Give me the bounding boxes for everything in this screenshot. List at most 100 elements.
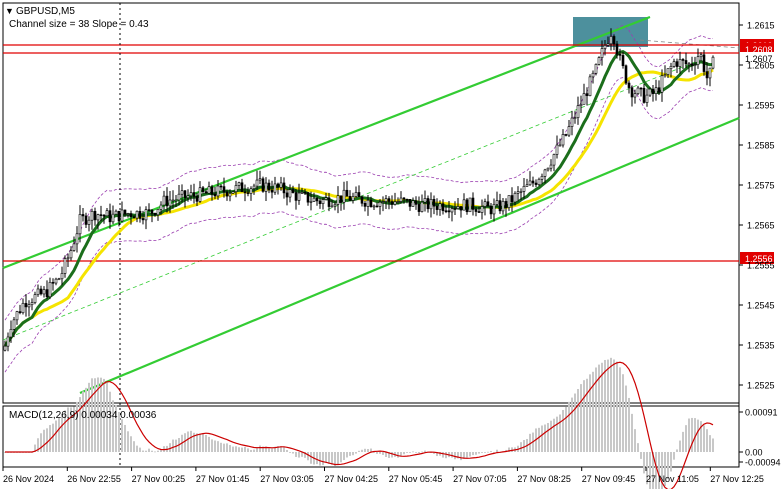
- macd-histogram-bar: [97, 377, 99, 452]
- candle-body: [60, 273, 64, 280]
- macd-histogram-bar: [604, 359, 606, 452]
- macd-histogram-bar: [307, 452, 309, 461]
- candle-body: [378, 201, 382, 207]
- symbol-title: GBPUSD,M5: [16, 6, 75, 17]
- macd-histogram-bar: [442, 452, 444, 458]
- macd-histogram-bar: [613, 359, 615, 452]
- macd-histogram-bar: [58, 417, 60, 452]
- macd-histogram-bar: [592, 371, 594, 452]
- channel-lower-line: [79, 116, 740, 395]
- macd-histogram-bar: [331, 452, 333, 465]
- time-axis: 26 Nov 2024 26 Nov 22:55 27 Nov 00:25 27 No…: [2, 467, 764, 484]
- macd-histogram-bar: [202, 433, 204, 452]
- candle-body: [36, 288, 40, 295]
- candle-body: [93, 210, 97, 221]
- macd-histogram-bar: [64, 410, 66, 452]
- macd-histogram-bar: [319, 452, 321, 466]
- candle-body: [639, 87, 643, 90]
- candle-body: [468, 197, 472, 213]
- candle-body: [30, 302, 34, 306]
- candle-body: [549, 164, 553, 169]
- candle-body: [195, 196, 199, 202]
- macd-histogram-bar: [445, 452, 447, 459]
- macd-histogram-bar: [154, 451, 156, 453]
- macd-histogram-bar: [142, 450, 144, 452]
- macd-histogram-bar: [184, 433, 186, 452]
- macd-histogram-bar: [655, 452, 657, 494]
- candle-body: [450, 208, 454, 213]
- candle-body: [456, 206, 460, 209]
- macd-histogram-bar: [541, 425, 543, 452]
- candle-body: [126, 213, 130, 215]
- collapse-triangle-icon[interactable]: ▼: [5, 6, 14, 16]
- candle-body: [357, 192, 361, 197]
- macd-histogram-bar: [244, 446, 246, 452]
- candle-body: [270, 189, 274, 193]
- candle-body: [141, 218, 145, 221]
- candle-body: [222, 186, 226, 193]
- candle-body: [492, 204, 496, 215]
- candle-body: [534, 182, 538, 185]
- candle-body: [87, 219, 91, 225]
- candle-body: [372, 205, 376, 208]
- macd-axis: 0.00091 0.00-0.00094: [739, 408, 781, 468]
- macd-histogram-bar: [298, 452, 300, 458]
- candle-body: [657, 87, 661, 93]
- macd-histogram-bar: [424, 450, 426, 452]
- candle-body: [303, 192, 307, 194]
- macd-histogram-bar: [562, 409, 564, 452]
- macd-histogram-bar: [472, 452, 474, 456]
- candle-body: [192, 192, 196, 197]
- macd-histogram-bar: [316, 452, 318, 465]
- macd-histogram-bar: [547, 423, 549, 452]
- candles: [3, 28, 715, 352]
- macd-histogram-bar: [559, 414, 561, 452]
- macd-histogram-bar: [91, 378, 93, 452]
- macd-histogram-bar: [355, 452, 357, 454]
- price-tick-label: 1.2555: [747, 261, 775, 271]
- macd-histogram-bar: [616, 361, 618, 452]
- candle-body: [552, 154, 556, 166]
- macd-histogram-bar: [679, 440, 681, 452]
- macd-histogram-bar: [103, 378, 105, 452]
- candle-body: [123, 209, 127, 215]
- price-tick-label: 1.2585: [747, 141, 775, 151]
- macd-histogram-bar: [139, 447, 141, 452]
- candle-body: [702, 54, 706, 72]
- candle-body: [474, 209, 478, 212]
- macd-histogram-bar: [193, 432, 195, 452]
- candle-body: [138, 210, 142, 219]
- macd-histogram-bar: [160, 449, 162, 452]
- candle-body: [447, 210, 451, 213]
- candle-body: [51, 281, 55, 284]
- candle-body: [675, 61, 679, 67]
- candle-body: [672, 61, 676, 67]
- macd-histogram-bar: [148, 448, 150, 452]
- macd-histogram-bar: [241, 447, 243, 452]
- time-tick-label: 27 Nov 08:25: [517, 474, 571, 484]
- macd-histogram-bar: [637, 443, 639, 452]
- macd-histogram-bar: [271, 448, 273, 452]
- candle-body: [621, 55, 625, 67]
- candle-body: [162, 195, 166, 206]
- macd-histogram-bar: [46, 428, 48, 452]
- candle-body: [453, 208, 457, 210]
- macd-histogram-bar: [553, 418, 555, 452]
- candle-body: [582, 93, 586, 105]
- macd-histogram-bar: [406, 452, 408, 453]
- macd-histogram-bar: [136, 445, 138, 452]
- macd-histogram-bar: [466, 452, 468, 458]
- candle-body: [426, 198, 430, 210]
- candle-body: [183, 190, 187, 199]
- candle-body: [180, 190, 184, 195]
- candle-body: [513, 193, 517, 203]
- macd-histogram-bar: [229, 445, 231, 452]
- candle-body: [114, 210, 118, 215]
- macd-histogram-bar: [187, 431, 189, 452]
- macd-histogram-bar: [70, 407, 72, 452]
- candle-body: [597, 57, 601, 65]
- candle-body: [528, 180, 532, 186]
- candle-body: [324, 197, 328, 200]
